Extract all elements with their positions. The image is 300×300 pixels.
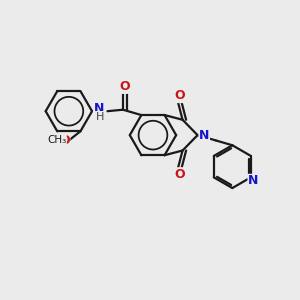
Text: N: N (199, 129, 209, 142)
Text: N: N (248, 174, 258, 188)
Text: N: N (94, 102, 104, 115)
Text: H: H (96, 112, 104, 122)
Text: CH₃: CH₃ (47, 135, 66, 145)
Text: O: O (119, 80, 130, 93)
Text: O: O (59, 134, 70, 147)
Text: O: O (175, 168, 185, 181)
Text: O: O (175, 89, 185, 103)
